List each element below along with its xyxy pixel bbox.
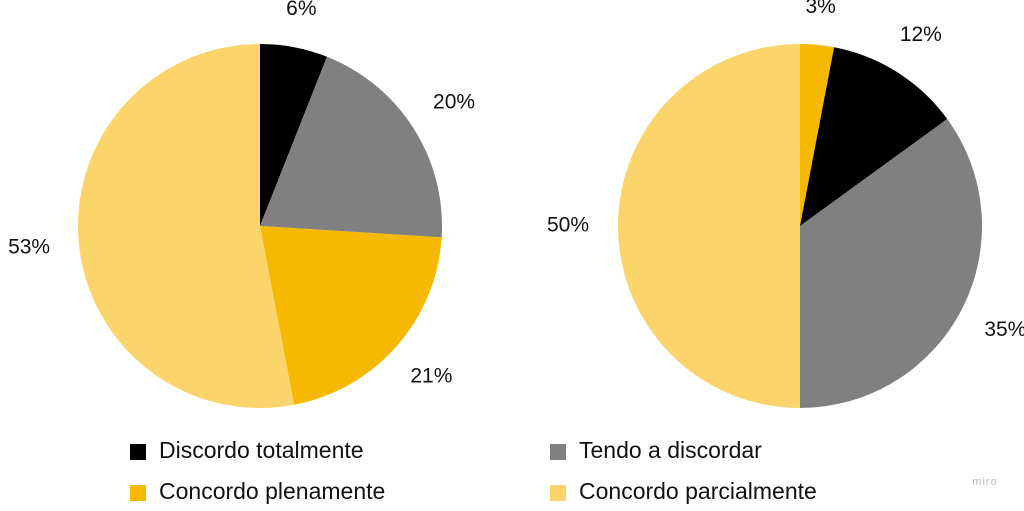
data-label: 6%	[286, 0, 316, 20]
data-label: 3%	[805, 0, 835, 18]
pie-slice	[260, 226, 442, 405]
legend-swatch	[550, 485, 566, 501]
data-label: 20%	[433, 90, 475, 113]
pie-slice	[618, 44, 800, 408]
pie-slice	[800, 44, 835, 226]
data-label: 35%	[984, 318, 1024, 341]
data-label: 53%	[8, 235, 50, 258]
legend-label: Concordo parcialmente	[579, 478, 817, 504]
legend-label: Concordo plenamente	[159, 478, 385, 504]
data-label: 21%	[410, 365, 452, 388]
pie-slice	[800, 119, 982, 409]
pie-slice	[260, 56, 442, 238]
pie-slice	[78, 44, 295, 408]
legend-swatch	[130, 485, 146, 501]
legend-swatch	[130, 444, 146, 460]
data-label: 50%	[547, 214, 589, 237]
legend-swatch	[550, 444, 566, 460]
pie-slice	[800, 47, 948, 226]
data-label: 12%	[900, 23, 942, 46]
watermark: miro	[972, 476, 997, 488]
pie-slice	[260, 44, 327, 226]
legend-label: Tendo a discordar	[579, 437, 762, 463]
legend-label: Discordo totalmente	[159, 437, 364, 463]
